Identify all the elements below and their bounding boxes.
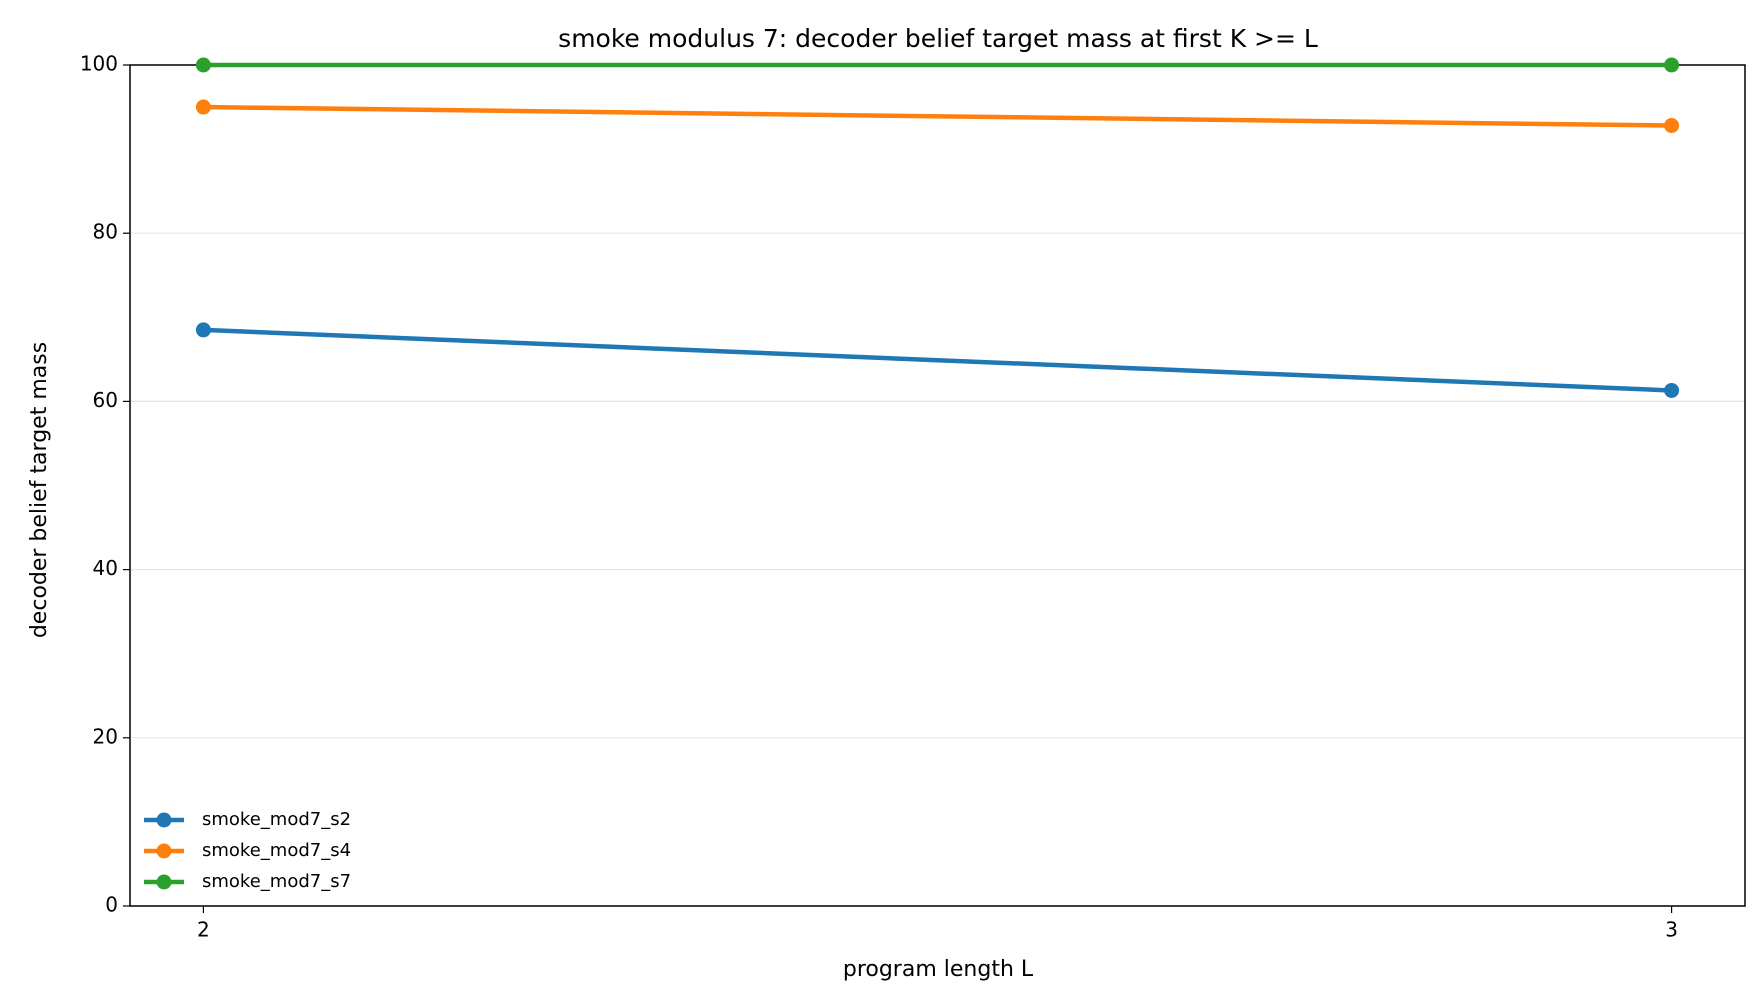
series-line xyxy=(203,104,1672,128)
y-axis-label: decoder belief target mass xyxy=(27,342,52,638)
data-point xyxy=(195,99,211,115)
data-point xyxy=(1664,382,1680,398)
chart-title: smoke modulus 7: decoder belief target m… xyxy=(558,24,1318,53)
y-tick-label: 0 xyxy=(105,893,118,917)
x-tick-label: 3 xyxy=(1665,918,1678,942)
y-tick-label: 100 xyxy=(80,52,118,76)
data-point xyxy=(1664,118,1680,134)
legend-marker xyxy=(156,874,172,890)
x-axis-label: program length L xyxy=(843,957,1034,982)
y-tick-label: 20 xyxy=(93,724,118,748)
x-tick-label: 2 xyxy=(197,918,210,942)
legend-label: smoke_mod7_s4 xyxy=(202,840,351,861)
legend-marker xyxy=(156,843,172,859)
legend-label: smoke_mod7_s2 xyxy=(202,809,351,830)
data-point xyxy=(195,322,211,338)
data-point xyxy=(1664,57,1680,73)
plot-frame xyxy=(129,64,1746,907)
legend-label: smoke_mod7_s7 xyxy=(202,871,351,892)
y-tick-label: 40 xyxy=(93,556,118,580)
series-line xyxy=(203,327,1672,393)
y-tick-label: 80 xyxy=(93,220,118,244)
y-tick-label: 60 xyxy=(93,388,118,412)
data-point xyxy=(195,57,211,73)
legend-marker xyxy=(156,812,172,828)
